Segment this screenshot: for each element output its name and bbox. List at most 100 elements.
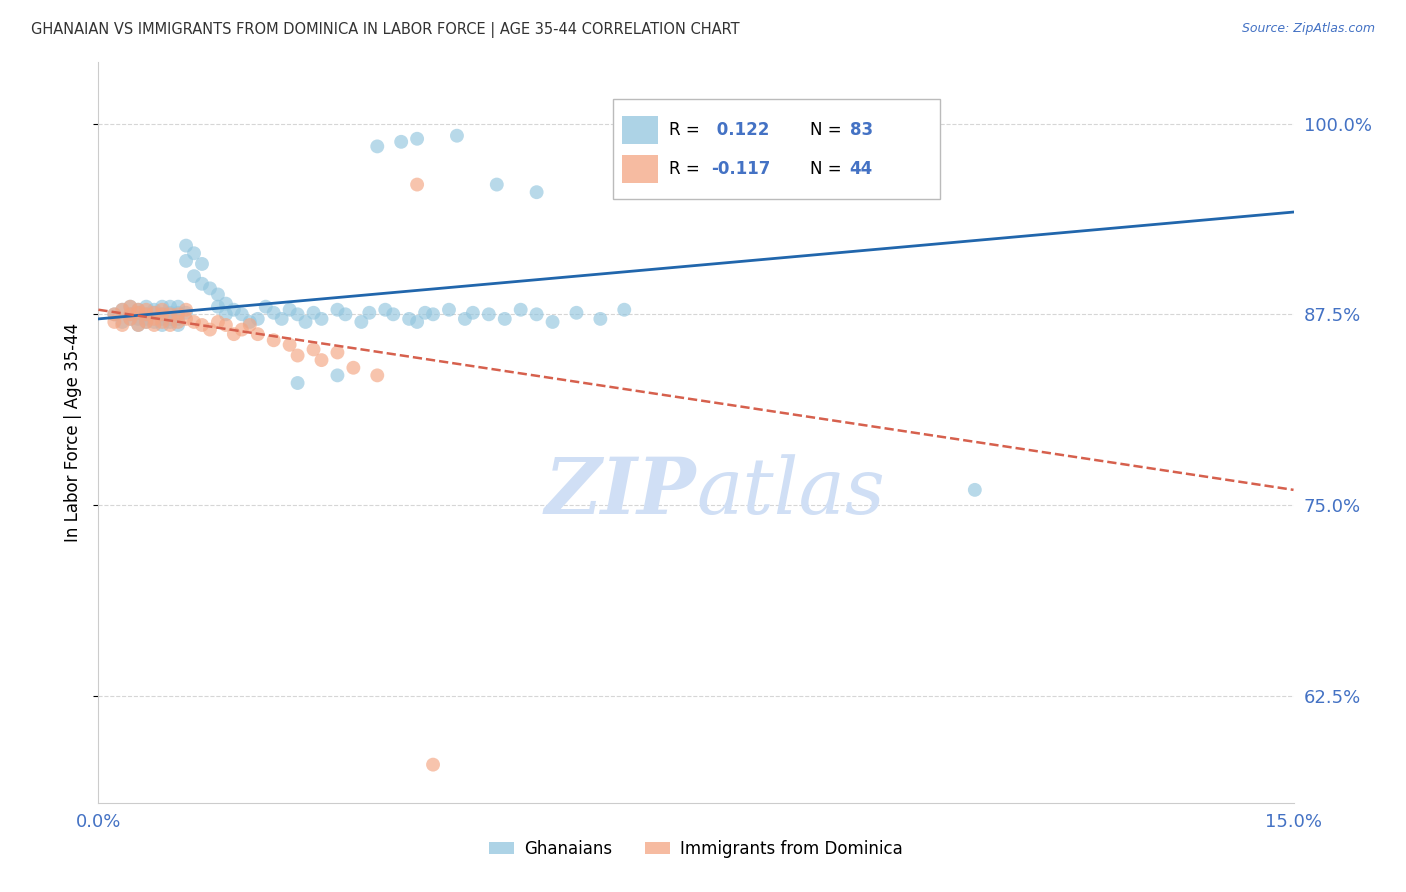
- Point: [335, 307, 357, 321]
- Point: [311, 353, 333, 368]
- Text: 0.122: 0.122: [710, 121, 769, 139]
- Point: [509, 302, 531, 317]
- Point: [366, 139, 388, 153]
- Point: [215, 296, 238, 310]
- Point: [120, 300, 142, 314]
- Point: [120, 312, 142, 326]
- Point: [103, 307, 125, 321]
- Point: [183, 246, 205, 260]
- Point: [159, 318, 181, 332]
- Point: [963, 483, 986, 497]
- Point: [231, 322, 253, 336]
- Point: [494, 312, 516, 326]
- Point: [111, 318, 134, 332]
- Point: [167, 300, 190, 314]
- Point: [485, 178, 508, 192]
- Point: [287, 307, 309, 321]
- Point: [215, 318, 238, 332]
- Point: [215, 307, 238, 321]
- Point: [135, 300, 157, 314]
- Point: [159, 307, 181, 321]
- Point: [127, 318, 149, 332]
- Point: [222, 327, 245, 342]
- Point: [111, 302, 134, 317]
- Point: [174, 238, 197, 252]
- Point: [239, 315, 262, 329]
- Point: [167, 307, 190, 321]
- Point: [159, 312, 181, 326]
- Point: [446, 128, 468, 143]
- Point: [278, 338, 301, 352]
- Point: [150, 318, 173, 332]
- Point: [613, 302, 636, 317]
- Point: [287, 349, 309, 363]
- Text: ZIP: ZIP: [544, 454, 696, 530]
- Point: [302, 306, 325, 320]
- Point: [246, 312, 269, 326]
- Point: [103, 315, 125, 329]
- Text: N =: N =: [810, 160, 846, 178]
- Point: [526, 185, 548, 199]
- Text: Source: ZipAtlas.com: Source: ZipAtlas.com: [1241, 22, 1375, 36]
- FancyBboxPatch shape: [621, 154, 658, 183]
- Point: [135, 307, 157, 321]
- Y-axis label: In Labor Force | Age 35-44: In Labor Force | Age 35-44: [65, 323, 83, 542]
- Point: [127, 312, 149, 326]
- Point: [350, 315, 373, 329]
- Point: [167, 318, 190, 332]
- Point: [150, 315, 173, 329]
- Point: [111, 302, 134, 317]
- Point: [342, 360, 364, 375]
- Point: [159, 306, 181, 320]
- Point: [127, 306, 149, 320]
- Point: [254, 300, 277, 314]
- Point: [174, 253, 197, 268]
- Point: [359, 306, 381, 320]
- Point: [183, 269, 205, 284]
- Point: [150, 302, 173, 317]
- Point: [191, 257, 214, 271]
- Point: [191, 277, 214, 291]
- Text: 44: 44: [849, 160, 873, 178]
- Point: [191, 318, 214, 332]
- Point: [389, 135, 412, 149]
- Point: [422, 757, 444, 772]
- Point: [263, 333, 285, 347]
- Point: [167, 306, 190, 320]
- Legend: Ghanaians, Immigrants from Dominica: Ghanaians, Immigrants from Dominica: [482, 833, 910, 865]
- Point: [270, 312, 292, 326]
- Point: [565, 306, 588, 320]
- Text: R =: R =: [669, 160, 706, 178]
- Point: [120, 312, 142, 326]
- Point: [143, 318, 166, 332]
- Point: [366, 368, 388, 383]
- Point: [278, 302, 301, 317]
- FancyBboxPatch shape: [613, 99, 941, 200]
- Point: [413, 306, 436, 320]
- Point: [326, 345, 349, 359]
- Text: N =: N =: [810, 121, 846, 139]
- Point: [150, 312, 173, 326]
- Point: [143, 306, 166, 320]
- Point: [461, 306, 484, 320]
- Point: [143, 302, 166, 317]
- Point: [422, 307, 444, 321]
- Point: [311, 312, 333, 326]
- Point: [135, 315, 157, 329]
- Point: [207, 315, 229, 329]
- Point: [406, 315, 429, 329]
- Point: [159, 300, 181, 314]
- Point: [222, 302, 245, 317]
- FancyBboxPatch shape: [621, 116, 658, 145]
- Point: [174, 302, 197, 317]
- Point: [167, 312, 190, 326]
- Point: [398, 312, 420, 326]
- Text: GHANAIAN VS IMMIGRANTS FROM DOMINICA IN LABOR FORCE | AGE 35-44 CORRELATION CHAR: GHANAIAN VS IMMIGRANTS FROM DOMINICA IN …: [31, 22, 740, 38]
- Point: [127, 306, 149, 320]
- Point: [406, 132, 429, 146]
- Point: [382, 307, 405, 321]
- Point: [143, 306, 166, 320]
- Point: [326, 368, 349, 383]
- Point: [167, 315, 190, 329]
- Point: [239, 318, 262, 332]
